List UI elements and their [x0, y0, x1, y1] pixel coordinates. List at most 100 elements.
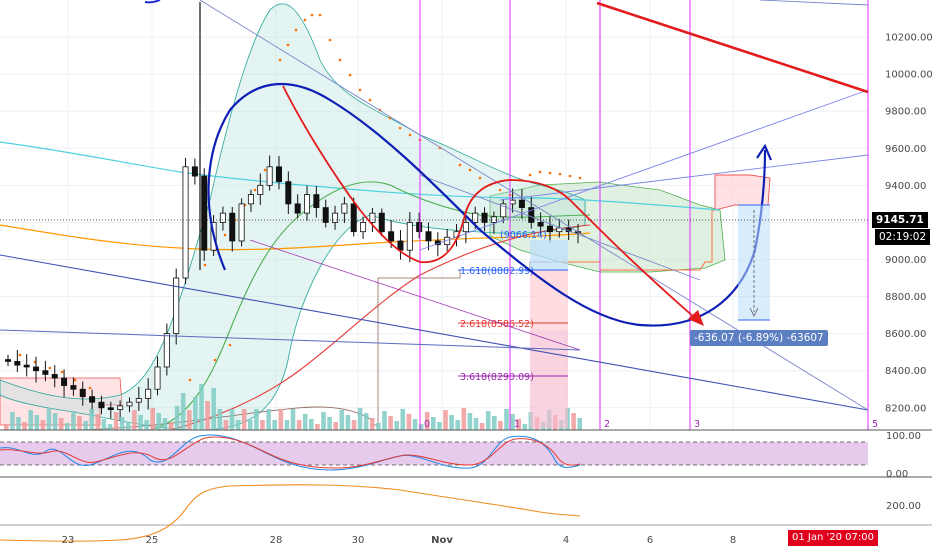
trend-lines[interactable] — [0, 0, 869, 411]
candle-body — [247, 194, 254, 205]
volume-bar — [46, 408, 52, 430]
candle-body — [378, 212, 385, 233]
volume-bar — [65, 423, 70, 430]
sar-dot — [548, 171, 552, 175]
candle-body — [126, 401, 133, 407]
candle-body — [322, 207, 329, 223]
time-tick: 28 — [270, 535, 283, 546]
volume-bar — [211, 388, 216, 430]
lower-indicator-line — [0, 484, 581, 542]
volume-bar — [327, 417, 332, 430]
price-tick: 10200.00 — [885, 33, 932, 44]
candle-body — [23, 364, 30, 368]
red-downtrend-line[interactable] — [596, 1, 869, 94]
ma-red — [169, 224, 591, 431]
volume-bar — [418, 424, 424, 430]
volume-bar — [83, 421, 88, 430]
sar-dot — [203, 263, 207, 267]
candle-body — [481, 212, 488, 223]
stoch-d-line — [0, 436, 581, 469]
candle-body — [107, 407, 114, 411]
volume-bar — [217, 409, 223, 430]
sar-dot — [398, 126, 402, 130]
volume-bar — [412, 419, 418, 430]
candle-body — [304, 194, 311, 214]
sar-dot — [528, 173, 532, 177]
volume-bar — [504, 409, 509, 430]
sar-dot — [60, 370, 64, 374]
candle-body — [285, 181, 292, 205]
sar-dot — [253, 188, 257, 192]
cycle-lines[interactable] — [419, 0, 869, 430]
cycle-label-0: 0 — [424, 419, 430, 430]
ma-green — [149, 181, 591, 431]
volume-bar — [28, 410, 33, 430]
time-axis[interactable]: 23 25 28 30 Nov 4 6 8 — [62, 535, 737, 546]
volume-bar — [52, 413, 58, 430]
candle-body — [98, 401, 105, 409]
volume-bar — [382, 411, 387, 430]
candle-body — [416, 222, 423, 233]
sar-dot — [213, 358, 217, 362]
volume-bar — [467, 413, 473, 430]
candle-body — [275, 166, 282, 183]
lower-tick-200: 200.00 — [886, 501, 921, 512]
candle-body — [388, 231, 395, 242]
price-tick: 8800.00 — [885, 292, 926, 303]
volume-bar — [449, 415, 454, 430]
candle-body — [406, 222, 413, 251]
candle-body — [51, 373, 58, 379]
candle-body — [341, 203, 348, 214]
volume-bar — [168, 423, 174, 430]
time-tick: 4 — [563, 535, 569, 546]
volume-bar — [241, 409, 247, 430]
candle-body — [117, 405, 124, 411]
volume-bar — [126, 422, 131, 430]
volume-bar — [455, 420, 460, 430]
sar-dot — [358, 88, 362, 92]
sar-dot — [294, 28, 298, 32]
candle-body — [61, 377, 68, 386]
ma-orange — [0, 224, 591, 251]
volume-bar — [485, 411, 491, 430]
candle-body — [556, 227, 563, 233]
sar-dot — [88, 386, 92, 390]
stoch-k-line — [0, 434, 581, 471]
candle-body — [500, 203, 507, 218]
volume-bar — [339, 410, 345, 430]
sar-dot — [188, 378, 192, 382]
volume-bar — [34, 415, 40, 430]
sar-dot — [48, 366, 52, 370]
last-price-badge: 9145.71 — [872, 212, 928, 228]
volume-bar — [119, 417, 125, 430]
sar-dot — [578, 176, 582, 180]
time-tick: 6 — [647, 535, 653, 546]
candle-body — [490, 216, 497, 223]
candle-body — [528, 207, 535, 223]
volume-bar — [321, 412, 326, 430]
volume-bar — [4, 424, 9, 430]
measure-label[interactable]: -636.07 (-6.89%) -63607 — [690, 330, 828, 346]
candle-body — [350, 203, 357, 233]
candle-body — [238, 203, 245, 242]
sar-dot — [468, 168, 472, 172]
volume-bar — [101, 419, 107, 430]
volume-bar — [302, 414, 308, 430]
sar-dot — [318, 13, 322, 17]
red-arrowhead-icon — [688, 310, 704, 326]
volume-bar — [266, 409, 271, 430]
volume-bar — [315, 424, 320, 430]
ma-cyan — [0, 141, 721, 211]
volume-bar — [138, 415, 143, 430]
candle-body — [332, 212, 339, 223]
candle-body — [79, 388, 86, 398]
candle-body — [182, 166, 189, 279]
volume-bar — [229, 409, 235, 430]
volume-bar — [205, 401, 210, 430]
volume-bar — [309, 419, 314, 430]
volume-bar — [357, 408, 363, 430]
candle-body — [135, 398, 142, 403]
sar-dot — [478, 176, 482, 180]
